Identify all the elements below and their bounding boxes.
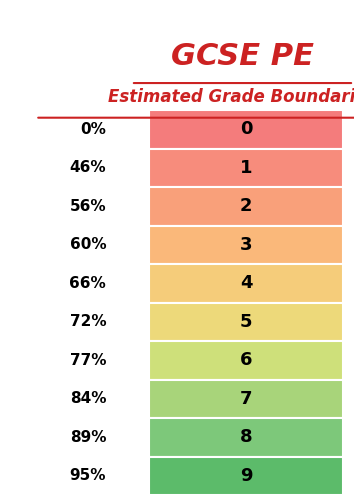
- Text: 6: 6: [240, 352, 252, 369]
- Text: 84%: 84%: [70, 392, 106, 406]
- FancyBboxPatch shape: [149, 187, 343, 226]
- Text: 89%: 89%: [70, 430, 106, 445]
- Text: 3: 3: [240, 236, 252, 254]
- Text: 56%: 56%: [70, 198, 106, 214]
- Text: 1: 1: [240, 158, 252, 176]
- FancyBboxPatch shape: [149, 264, 343, 302]
- FancyBboxPatch shape: [149, 110, 343, 148]
- Text: 8: 8: [240, 428, 252, 446]
- Text: 5: 5: [240, 313, 252, 331]
- FancyBboxPatch shape: [149, 341, 343, 380]
- FancyBboxPatch shape: [149, 226, 343, 264]
- Text: GCSE PE: GCSE PE: [171, 42, 314, 71]
- Text: 72%: 72%: [70, 314, 106, 329]
- FancyBboxPatch shape: [149, 418, 343, 457]
- FancyBboxPatch shape: [149, 380, 343, 418]
- Text: 0%: 0%: [80, 122, 106, 136]
- Text: 7: 7: [240, 390, 252, 408]
- Text: 9: 9: [240, 467, 252, 485]
- Text: 77%: 77%: [70, 353, 106, 368]
- Text: 4: 4: [240, 274, 252, 292]
- FancyBboxPatch shape: [149, 302, 343, 341]
- Text: 2: 2: [240, 197, 252, 215]
- FancyBboxPatch shape: [149, 148, 343, 187]
- Text: Estimated Grade Boundaries: Estimated Grade Boundaries: [108, 88, 354, 106]
- Text: 46%: 46%: [70, 160, 106, 175]
- Text: 66%: 66%: [69, 276, 106, 290]
- Text: 0: 0: [240, 120, 252, 138]
- Text: 95%: 95%: [70, 468, 106, 483]
- FancyBboxPatch shape: [149, 456, 343, 495]
- Text: 60%: 60%: [70, 238, 106, 252]
